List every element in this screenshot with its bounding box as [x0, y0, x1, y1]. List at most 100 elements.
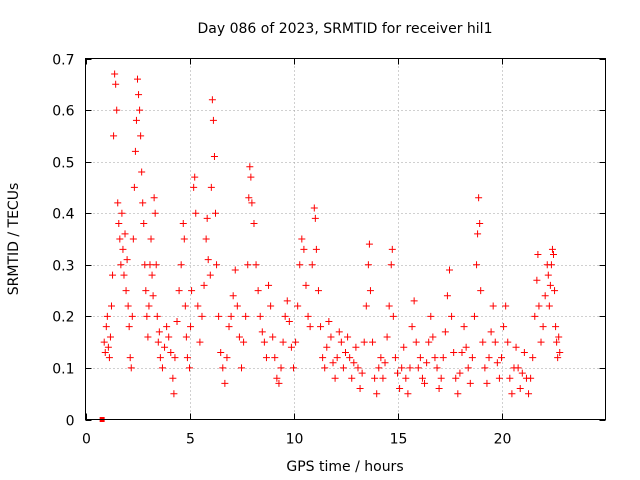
data-point	[252, 261, 260, 269]
data-point	[244, 261, 252, 269]
data-point	[389, 312, 397, 320]
data-point	[452, 374, 460, 382]
data-point	[262, 354, 270, 362]
data-point	[477, 287, 485, 295]
data-point	[163, 323, 171, 331]
data-point	[180, 235, 188, 243]
data-point	[140, 220, 148, 228]
data-point	[187, 323, 195, 331]
data-point	[147, 235, 155, 243]
data-point	[541, 292, 549, 300]
data-point	[539, 323, 547, 331]
data-point	[551, 287, 559, 295]
data-point	[117, 261, 125, 269]
data-point	[233, 302, 241, 310]
data-point	[265, 281, 273, 289]
data-point	[381, 359, 389, 367]
data-point	[128, 312, 136, 320]
data-point	[354, 364, 362, 372]
data-point	[520, 348, 528, 356]
data-point	[254, 287, 262, 295]
data-point	[495, 374, 503, 382]
data-point	[377, 354, 385, 362]
data-point	[175, 287, 183, 295]
y-tick-label: 0.4	[52, 207, 74, 223]
data-point	[202, 235, 210, 243]
data-point	[302, 281, 310, 289]
data-point	[150, 194, 158, 202]
y-tick-label: 0.2	[52, 310, 74, 326]
data-point	[245, 194, 253, 202]
data-point	[125, 323, 133, 331]
data-point	[527, 374, 535, 382]
data-point	[514, 364, 522, 372]
data-point	[466, 379, 474, 387]
data-point	[408, 323, 416, 331]
data-point	[207, 183, 215, 191]
data-point	[209, 116, 217, 124]
data-point	[310, 204, 318, 212]
plot-frame	[85, 58, 606, 420]
data-point	[412, 338, 420, 346]
data-point	[556, 348, 564, 356]
data-point	[529, 354, 537, 362]
data-point	[182, 333, 190, 341]
data-point	[235, 333, 243, 341]
data-point	[130, 183, 138, 191]
data-point	[362, 302, 370, 310]
data-point	[238, 364, 245, 372]
data-point	[277, 364, 285, 372]
data-point	[200, 281, 208, 289]
data-point	[188, 287, 196, 295]
data-point	[173, 318, 181, 326]
data-point	[258, 328, 266, 336]
data-point	[339, 364, 347, 372]
data-point	[246, 163, 254, 171]
data-point	[104, 343, 112, 351]
data-point	[138, 168, 146, 176]
data-point	[119, 245, 127, 253]
y-tick-label: 0.5	[52, 156, 74, 172]
data-point	[208, 96, 216, 104]
y-axis-label: SRMTID / TECUs	[6, 183, 22, 296]
data-point	[423, 359, 431, 367]
data-point	[110, 132, 118, 140]
data-point	[247, 173, 255, 181]
y-tick-label: 0.7	[52, 53, 74, 69]
data-point	[435, 385, 443, 393]
data-point	[126, 354, 134, 362]
data-point	[508, 390, 516, 398]
data-point	[116, 235, 124, 243]
data-point	[418, 374, 426, 382]
data-point	[192, 209, 200, 217]
data-point	[441, 328, 449, 336]
data-point	[448, 312, 456, 320]
data-point	[365, 240, 373, 248]
data-point	[219, 364, 227, 372]
data-point	[114, 199, 122, 207]
data-point	[155, 328, 163, 336]
data-point	[410, 297, 418, 305]
data-point	[516, 385, 524, 393]
data-point	[321, 364, 329, 372]
data-point	[121, 230, 129, 238]
data-point	[533, 276, 541, 284]
data-point	[229, 292, 237, 300]
data-point	[143, 312, 151, 320]
data-point	[337, 338, 345, 346]
data-point	[387, 261, 395, 269]
data-point	[308, 261, 316, 269]
x-tick-label: 5	[186, 432, 195, 448]
data-point	[402, 374, 410, 382]
y-tick-label: 0	[66, 414, 75, 430]
data-point	[273, 374, 281, 382]
data-point	[267, 302, 275, 310]
data-point	[454, 390, 462, 398]
data-point	[429, 333, 437, 341]
data-point	[498, 354, 505, 362]
data-point	[437, 374, 445, 382]
x-axis-label: GPS time / hours	[286, 459, 403, 475]
data-point	[102, 323, 110, 331]
data-point	[283, 297, 291, 305]
